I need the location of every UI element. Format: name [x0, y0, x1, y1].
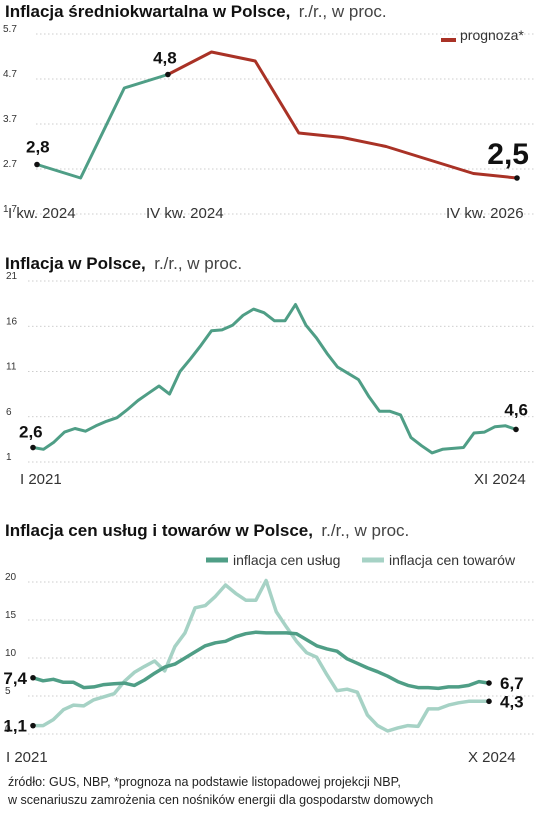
services-goods-inflation-chart: Inflacja cen usług i towarów w Polsce, r… — [3, 521, 536, 766]
svg-text:Inflacja cen usług i towarów w: Inflacja cen usług i towarów w Polsce, r… — [5, 521, 409, 540]
annotation-label: 2,5 — [487, 138, 529, 171]
annotation-dot — [30, 722, 36, 729]
annotation-label: 7,4 — [3, 669, 27, 688]
chart2-y-tick: 21 — [6, 271, 18, 282]
source-note-line1: źródło: GUS, NBP, *prognoza na podstawie… — [8, 775, 401, 789]
chart1-y-ticks: 5.7 4.7 3.7 2.7 1.7 — [3, 24, 17, 215]
chart1-title: Inflacja średniokwartalna w Polsce, — [5, 2, 290, 21]
chart2-y-tick: 11 — [6, 362, 17, 373]
annotation-label: 4,8 — [153, 49, 177, 68]
chart3-y-tick: 15 — [5, 610, 17, 621]
chart1-y-tick: 4.7 — [3, 69, 17, 80]
chart2-x-label-start: I 2021 — [20, 471, 62, 488]
chart3-annotations: 7,4 1,1 6,74,3 — [3, 669, 523, 736]
cpi-monthly-line — [31, 303, 518, 455]
chart2-y-tick: 6 — [6, 407, 12, 418]
chart3-subtitle: r./r., w proc. — [321, 521, 409, 540]
chart2-annotations: 2,6 4,6 — [19, 400, 528, 451]
svg-text:Inflacja w Polsce, r./r.: Inflacja w Polsce, r./r., w proc. — [5, 254, 242, 273]
chart3-series — [31, 578, 491, 733]
goods-legend-label: inflacja cen towarów — [389, 552, 516, 568]
chart3-y-tick: 10 — [5, 648, 17, 659]
chart1-y-tick: 1.7 — [3, 204, 17, 215]
annotation-label: 1,1 — [3, 717, 27, 736]
chart2-series — [31, 303, 518, 455]
annotation-label: 4,3 — [500, 692, 524, 711]
chart1-gridlines — [36, 33, 536, 215]
chart2-title: Inflacja w Polsce, — [5, 254, 146, 273]
chart2-y-ticks: 21 16 11 6 1 — [6, 271, 18, 463]
chart1-y-tick: 3.7 — [3, 114, 17, 125]
chart2-subtitle: r./r., w proc. — [154, 254, 242, 273]
annotation-label: 4,6 — [504, 400, 528, 419]
chart3-y-tick: 5 — [5, 686, 11, 697]
chart1-subtitle: r./r., w proc. — [299, 2, 387, 21]
chart2-x-label-end: XI 2024 — [474, 471, 526, 488]
chart1-annotations: 2,8 4,8 2,5 — [26, 49, 529, 181]
services-inflation-line — [31, 630, 491, 691]
quarterly-inflation-chart: Inflacja średniokwartalna w Polsce, r./r… — [3, 2, 536, 222]
annotation-dot — [486, 680, 492, 686]
chart2-gridlines — [28, 280, 536, 463]
annotation-dot — [514, 175, 520, 181]
annotation-label: 6,7 — [500, 674, 524, 693]
annotation-dot — [30, 674, 36, 681]
annotation-label: 2,8 — [26, 138, 50, 157]
chart1-x-label-start: I kw. 2024 — [8, 205, 76, 222]
source-note-line2: w scenariuszu zamrożenia cen nośników en… — [7, 793, 433, 807]
actual-quarterly-line — [35, 73, 170, 180]
chart3-x-label-end: X 2024 — [468, 749, 516, 766]
chart2-y-tick: 16 — [6, 316, 18, 327]
chart1-legend: prognoza* — [441, 27, 524, 43]
chart1-series — [35, 50, 519, 180]
annotation-label: 2,6 — [19, 423, 43, 442]
svg-text:Inflacja średniokwartalna w Po: Inflacja średniokwartalna w Polsce, r./r… — [5, 2, 387, 21]
chart3-legend: inflacja cen usług inflacja cen towarów — [206, 552, 516, 568]
chart3-x-label-start: I 2021 — [6, 749, 48, 766]
chart1-x-label-end: IV kw. 2026 — [446, 205, 524, 222]
forecast-legend-label: prognoza* — [460, 27, 524, 43]
chart1-y-tick: 2.7 — [3, 159, 17, 170]
annotation-dot — [513, 426, 519, 433]
annotation-dot — [34, 161, 40, 168]
annotation-dot — [486, 698, 492, 705]
forecast-quarterly-line — [166, 50, 519, 180]
goods-inflation-line — [31, 578, 491, 733]
chart1-x-label-mid: IV kw. 2024 — [146, 205, 224, 222]
annotation-dot — [165, 71, 171, 78]
chart3-y-tick: 20 — [5, 572, 17, 583]
chart3-title: Inflacja cen usług i towarów w Polsce, — [5, 521, 313, 540]
chart1-y-tick: 5.7 — [3, 24, 17, 35]
annotation-dot — [30, 444, 36, 451]
monthly-inflation-chart: Inflacja w Polsce, r./r., w proc. 211611… — [5, 254, 536, 488]
chart3-gridlines — [28, 581, 536, 735]
chart3-y-tick: 0 — [5, 724, 11, 735]
chart2-y-tick: 1 — [6, 452, 12, 463]
chart3-y-ticks: 20 15 10 5 0 — [5, 572, 17, 735]
services-legend-label: inflacja cen usług — [233, 552, 340, 568]
